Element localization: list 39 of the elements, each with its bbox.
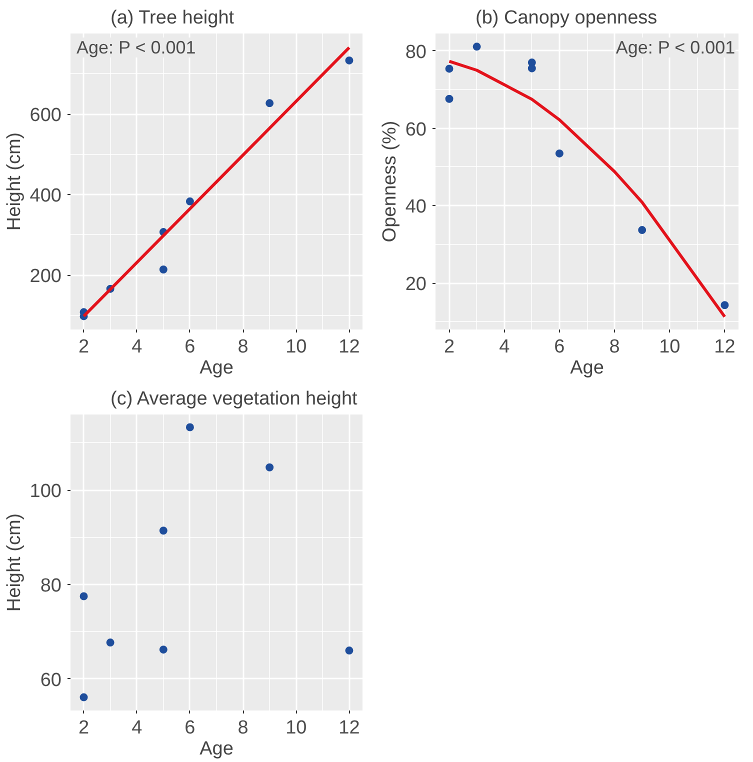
x-tick-label: 12	[338, 718, 360, 738]
x-tick-label: 6	[184, 336, 196, 358]
y-axis-title: Openness (%)	[379, 120, 400, 242]
y-tick-label: 100	[30, 481, 62, 502]
x-tick-label: 6	[184, 718, 196, 738]
x-tick-label: 10	[286, 718, 307, 738]
chart-title: (a) Tree height	[110, 8, 235, 28]
annotation: Age: P < 0.001	[616, 38, 736, 58]
y-tick-label: 200	[30, 266, 62, 288]
x-tick-label: 2	[78, 718, 90, 738]
y-tick-label: 60	[405, 119, 427, 140]
x-tick-label: 12	[714, 336, 736, 358]
y-tick-label: 40	[405, 196, 427, 218]
y-axis-title: Height (cm)	[4, 513, 25, 612]
y-axis-title: Height (cm)	[4, 132, 25, 231]
x-axis-title: Age	[200, 358, 234, 378]
y-tick-label: 80	[40, 575, 62, 596]
x-tick-label: 4	[499, 336, 510, 358]
y-tick-label: 400	[30, 186, 62, 207]
x-tick-label: 8	[238, 718, 248, 738]
x-tick-label: 10	[659, 336, 680, 358]
chart-title: (b) Canopy openness	[476, 8, 658, 28]
y-tick-label: 20	[405, 274, 427, 296]
x-tick-label: 4	[132, 718, 143, 738]
x-tick-label: 2	[78, 336, 90, 358]
y-tick-label: 60	[40, 670, 62, 691]
x-axis-title: Age	[200, 738, 234, 760]
x-tick-label: 4	[132, 336, 143, 358]
x-tick-label: 12	[338, 336, 360, 358]
x-tick-label: 2	[444, 336, 455, 358]
x-tick-label: 8	[609, 336, 620, 358]
x-tick-label: 10	[286, 336, 307, 358]
chart-title: (c) Average vegetation height	[110, 388, 358, 410]
x-tick-label: 8	[238, 336, 248, 358]
y-tick-label: 80	[405, 42, 427, 63]
x-tick-label: 6	[554, 336, 565, 358]
annotation: Age: P < 0.001	[76, 38, 196, 58]
x-axis-title: Age	[570, 358, 604, 378]
y-tick-label: 600	[30, 105, 62, 126]
